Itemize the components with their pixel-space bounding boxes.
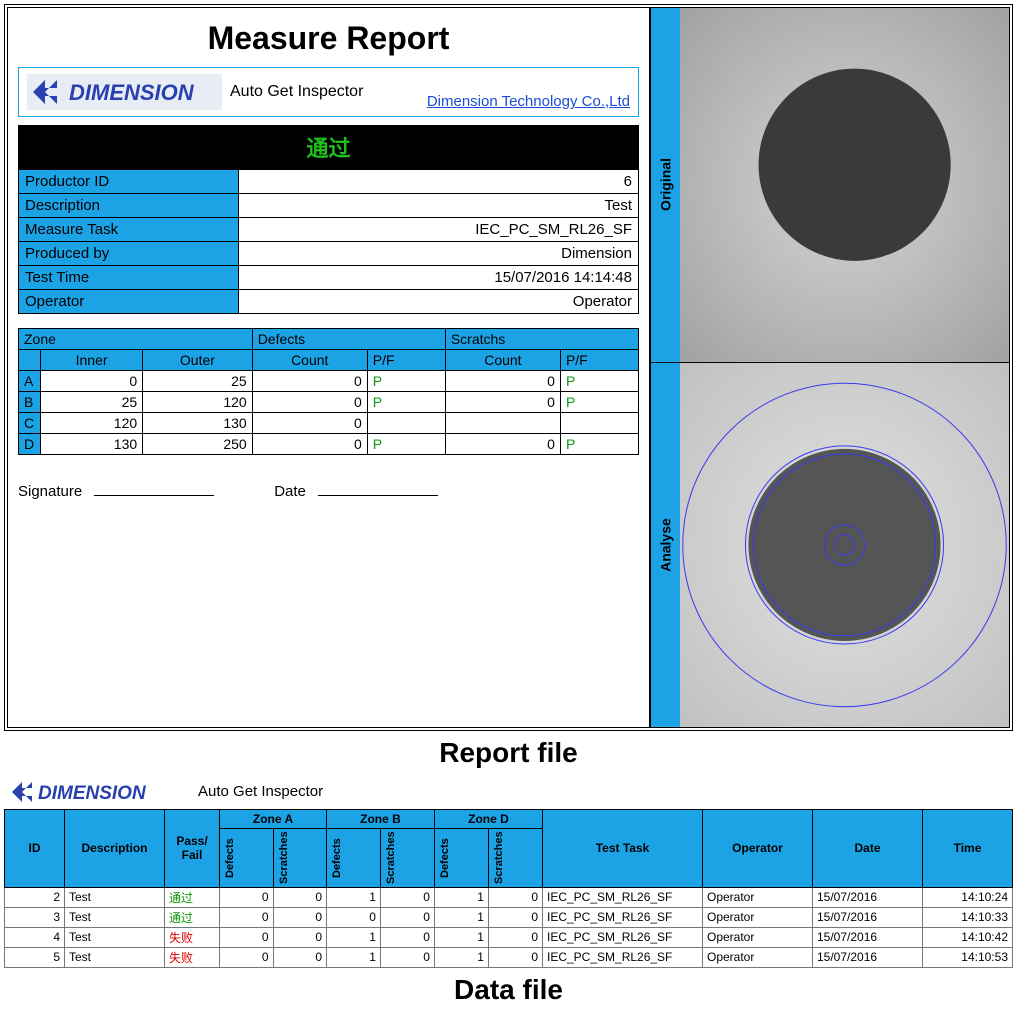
original-panel: Original	[649, 8, 1009, 362]
info-table: Productor ID6DescriptionTestMeasure Task…	[18, 169, 639, 314]
data-logo-bar: DIMENSION Auto Get Inspector	[4, 775, 1013, 809]
analyse-label: Analyse	[650, 363, 680, 727]
signature-label: Signature	[18, 483, 82, 500]
subtitle: Auto Get Inspector	[230, 83, 363, 101]
scratches-header: Scratchs	[445, 329, 638, 350]
pass-banner: 通过	[18, 125, 639, 169]
data-row: 2Test通过001010IEC_PC_SM_RL26_SFOperator15…	[5, 887, 1013, 907]
zone-code: A	[19, 371, 41, 392]
data-row: 4Test失败001010IEC_PC_SM_RL26_SFOperator15…	[5, 927, 1013, 947]
data-subtitle: Auto Get Inspector	[198, 783, 323, 800]
data-table: IDDescriptionPass/ FailZone AZone BZone …	[4, 809, 1013, 968]
zone-table: ZoneDefectsScratchsInnerOuterCountP/FCou…	[18, 328, 639, 455]
report-left-panel: Measure Report DIMENSION Auto Get Inspec…	[8, 8, 649, 727]
image-panels: Original Analyse	[649, 8, 1009, 727]
info-key: Test Time	[19, 266, 239, 290]
svg-text:DIMENSION: DIMENSION	[38, 783, 147, 804]
zone-code: D	[19, 434, 41, 455]
info-value: 6	[239, 170, 639, 194]
info-key: Operator	[19, 290, 239, 314]
report-container: Measure Report DIMENSION Auto Get Inspec…	[4, 4, 1013, 731]
info-key: Produced by	[19, 242, 239, 266]
svg-text:DIMENSION: DIMENSION	[69, 80, 195, 105]
data-row: 3Test通过000010IEC_PC_SM_RL26_SFOperator15…	[5, 907, 1013, 927]
info-value: Dimension	[239, 242, 639, 266]
dimension-logo-icon: DIMENSION	[27, 74, 222, 110]
info-value: IEC_PC_SM_RL26_SF	[239, 218, 639, 242]
defects-header: Defects	[252, 329, 445, 350]
data-file-container: DIMENSION Auto Get Inspector IDDescripti…	[4, 775, 1013, 968]
logo-bar: DIMENSION Auto Get Inspector Dimension T…	[18, 67, 639, 117]
info-value: Operator	[239, 290, 639, 314]
analyse-image	[680, 363, 1009, 727]
signature-row: Signature Date	[18, 483, 639, 500]
info-value: Test	[239, 194, 639, 218]
data-row: 5Test失败001010IEC_PC_SM_RL26_SFOperator15…	[5, 947, 1013, 967]
report-file-caption: Report file	[0, 737, 1017, 769]
analyse-panel: Analyse	[649, 362, 1009, 727]
date-label: Date	[274, 483, 306, 500]
info-key: Measure Task	[19, 218, 239, 242]
info-value: 15/07/2016 14:14:48	[239, 266, 639, 290]
data-file-caption: Data file	[0, 974, 1017, 1006]
zone-header: Zone	[19, 329, 253, 350]
zone-code: B	[19, 392, 41, 413]
zone-code: C	[19, 413, 41, 434]
info-key: Description	[19, 194, 239, 218]
info-key: Productor ID	[19, 170, 239, 194]
original-image	[680, 8, 1009, 362]
original-label: Original	[650, 8, 680, 362]
report-title: Measure Report	[18, 20, 639, 57]
dimension-logo-icon: DIMENSION	[8, 777, 188, 807]
company-link[interactable]: Dimension Technology Co.,Ltd	[427, 93, 630, 110]
